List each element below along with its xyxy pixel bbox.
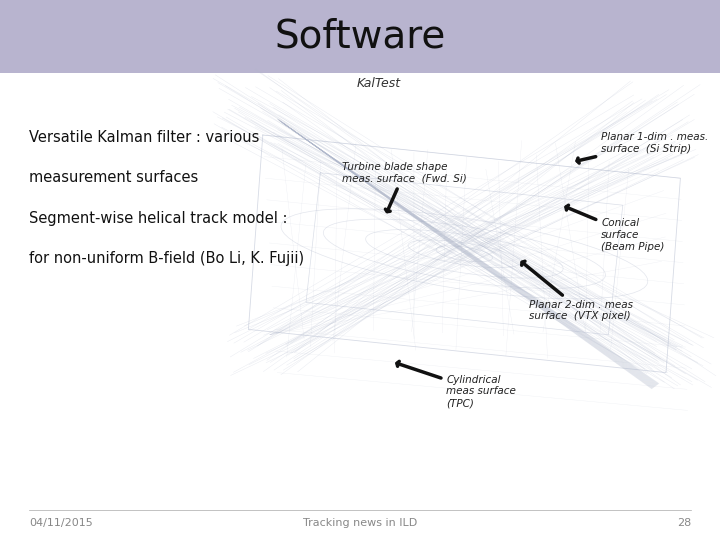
Text: KalTest: KalTest <box>356 77 400 90</box>
Text: Cylindrical
meas surface
(TPC): Cylindrical meas surface (TPC) <box>397 361 516 408</box>
Text: Planar 1-dim . meas.
surface  (Si Strip): Planar 1-dim . meas. surface (Si Strip) <box>577 132 708 163</box>
Text: Segment-wise helical track model :: Segment-wise helical track model : <box>29 211 287 226</box>
Text: Software: Software <box>274 17 446 56</box>
Text: 28: 28 <box>677 518 691 529</box>
Text: measurement surfaces: measurement surfaces <box>29 170 198 185</box>
Text: Tracking news in ILD: Tracking news in ILD <box>303 518 417 529</box>
Text: Planar 2-dim . meas
surface  (VTX pixel): Planar 2-dim . meas surface (VTX pixel) <box>522 261 633 321</box>
Bar <box>0 0 720 73</box>
Text: Versatile Kalman filter : various: Versatile Kalman filter : various <box>29 130 259 145</box>
Text: Turbine blade shape
meas. surface  (Fwd. Si): Turbine blade shape meas. surface (Fwd. … <box>342 162 467 212</box>
Text: for non-uniform B-field (Bo Li, K. Fujii): for non-uniform B-field (Bo Li, K. Fujii… <box>29 251 304 266</box>
Text: 04/11/2015: 04/11/2015 <box>29 518 93 529</box>
Text: Conical
surface
(Beam Pipe): Conical surface (Beam Pipe) <box>566 205 665 252</box>
